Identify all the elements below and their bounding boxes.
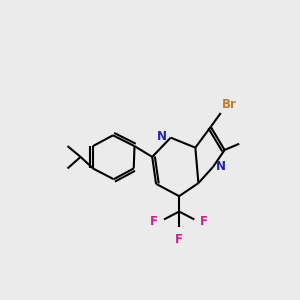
Text: Br: Br xyxy=(222,98,237,112)
Text: N: N xyxy=(157,130,167,143)
Text: F: F xyxy=(200,215,208,228)
Text: F: F xyxy=(150,215,158,228)
Text: N: N xyxy=(216,160,226,173)
Text: F: F xyxy=(175,233,183,246)
